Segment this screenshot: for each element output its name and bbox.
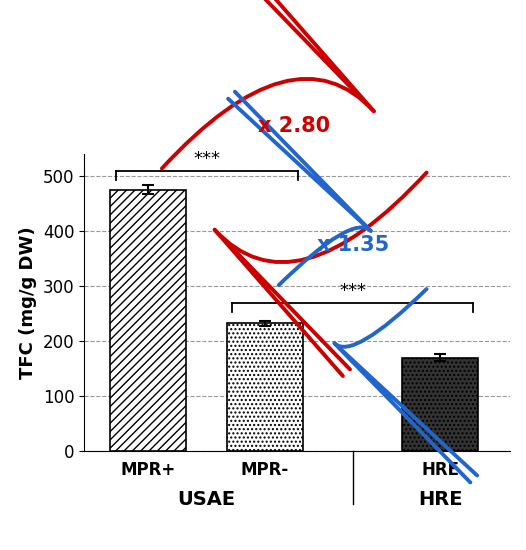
Bar <box>402 358 478 451</box>
Text: HRE: HRE <box>418 490 462 509</box>
Bar <box>110 190 186 451</box>
Text: x 2.80: x 2.80 <box>258 117 330 136</box>
Text: USAE: USAE <box>178 490 236 509</box>
Bar <box>227 323 303 451</box>
Text: x 1.35: x 1.35 <box>317 235 389 255</box>
Text: ***: *** <box>339 282 366 300</box>
Text: ***: *** <box>193 150 220 168</box>
Y-axis label: TFC (mg/g DW): TFC (mg/g DW) <box>19 226 37 379</box>
